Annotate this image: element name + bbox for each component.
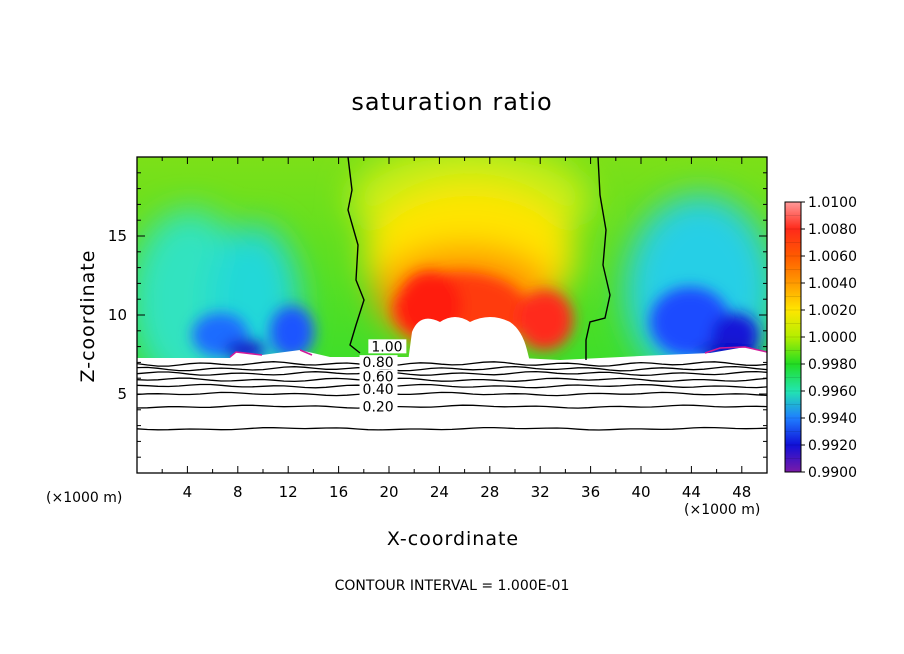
y-tick-label: 5 — [117, 385, 127, 403]
x-tick-label: 28 — [480, 483, 499, 501]
x-unit-label-right: (×1000 m) — [684, 502, 761, 518]
colorbar-label: 1.0040 — [808, 276, 857, 292]
y-tick-label: 15 — [108, 227, 127, 245]
x-tick-label: 8 — [233, 483, 243, 501]
chart-title: saturation ratio — [351, 88, 553, 116]
x-tick-label: 12 — [279, 483, 298, 501]
sharp-color-patches — [192, 271, 759, 361]
contour-line — [136, 365, 768, 372]
contour-label: 0.60 — [363, 369, 394, 385]
colorbar-label: 0.9980 — [808, 357, 857, 373]
colorbar-label: 1.0080 — [808, 222, 857, 238]
colorbar-label: 1.0100 — [808, 195, 857, 211]
colorbar-label: 0.9960 — [808, 384, 857, 400]
x-unit-label-left: (×1000 m) — [46, 490, 123, 506]
saturation-field — [137, 157, 767, 473]
contour-line — [136, 404, 768, 409]
contour-label: 0.20 — [363, 399, 394, 415]
contour-label: 0.80 — [363, 355, 394, 371]
contour-label: 0.40 — [363, 382, 394, 398]
x-tick-label: 44 — [682, 483, 701, 501]
x-tick-label: 16 — [329, 483, 348, 501]
cloud-base-white — [137, 347, 767, 473]
x-tick-label: 20 — [379, 483, 398, 501]
x-tick-label: 24 — [430, 483, 449, 501]
colorbar-gradient — [785, 202, 801, 472]
saturation-contour-1 — [347, 156, 611, 360]
x-tick-label: 40 — [631, 483, 650, 501]
x-axis-label: X-coordinate — [386, 528, 520, 550]
contour-line-right-1-00 — [585, 156, 611, 360]
x-tick-label: 36 — [581, 483, 600, 501]
colorbar-label: 1.0060 — [808, 249, 857, 265]
cloud-core-white — [408, 317, 530, 362]
contour-line-left-1-00 — [347, 156, 365, 354]
contour-label-bg — [359, 355, 398, 370]
x-tick-label: 32 — [531, 483, 550, 501]
contour-line — [136, 383, 768, 389]
x-tick-label: 4 — [183, 483, 193, 501]
contour-label-bg — [359, 399, 398, 414]
contour-labels: 1.000.800.600.400.20 — [359, 339, 407, 415]
contour-line — [136, 361, 768, 367]
contour-label-bg — [359, 382, 398, 396]
colorbar-label: 1.0020 — [808, 303, 857, 319]
contour-line — [136, 426, 768, 431]
contour-interval-note: CONTOUR INTERVAL = 1.000E-01 — [334, 578, 570, 594]
contour-line — [136, 391, 768, 397]
colorbar-label: 1.0000 — [808, 330, 857, 346]
axis-ticks — [137, 157, 767, 473]
contour-label: 1.00 — [371, 339, 402, 355]
y-axis-label: Z-coordinate — [77, 249, 99, 383]
contour-lines — [136, 361, 768, 431]
contour-label-bg — [359, 369, 398, 384]
contour-line — [136, 370, 768, 376]
colorbar-label: 0.9900 — [808, 465, 857, 481]
colorbar-label: 0.9920 — [808, 438, 857, 454]
y-tick-label: 10 — [108, 306, 127, 324]
contour-line — [136, 377, 768, 383]
colorbar: 1.0100 1.0080 1.0060 1.0040 1.0020 1.0000 0.99… — [784, 195, 857, 481]
colorbar-label: 0.9940 — [808, 411, 857, 427]
cloud-base-edge — [229, 346, 767, 358]
x-tick-label: 48 — [732, 483, 751, 501]
contour-label-bg — [368, 339, 407, 354]
